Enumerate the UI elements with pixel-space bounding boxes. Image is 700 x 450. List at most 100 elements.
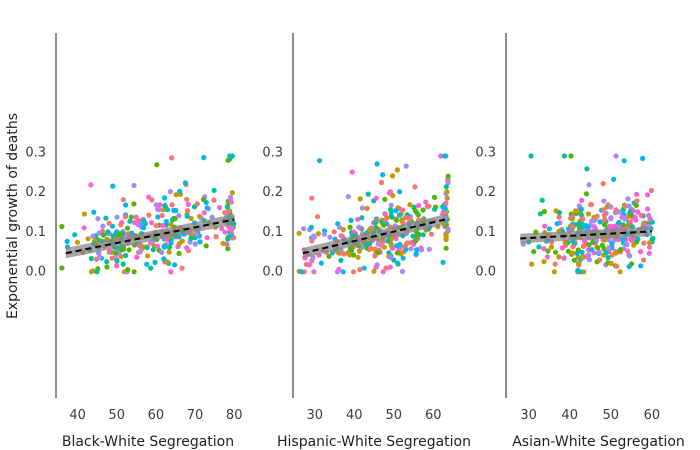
data-point xyxy=(335,250,342,256)
data-point xyxy=(355,216,361,222)
data-point xyxy=(570,224,576,230)
data-point xyxy=(104,259,110,265)
data-point xyxy=(169,155,175,161)
data-point xyxy=(539,197,545,203)
data-point xyxy=(355,254,361,260)
data-point xyxy=(364,205,370,211)
data-point xyxy=(125,267,131,273)
y-tick-label: 0.0 xyxy=(475,265,496,280)
data-point xyxy=(556,210,563,216)
data-point xyxy=(172,216,178,222)
data-point xyxy=(396,212,402,218)
data-point xyxy=(106,220,112,226)
data-point xyxy=(629,238,635,244)
panel-1: 0.0 0.1 0.2 0.3 40 50 60 70 80 Black-White Segreg… xyxy=(25,33,242,450)
data-point xyxy=(367,245,373,251)
data-point xyxy=(378,179,385,186)
data-point xyxy=(586,182,592,188)
data-point xyxy=(625,196,631,202)
data-point xyxy=(133,214,139,220)
data-point xyxy=(407,216,413,222)
data-point xyxy=(606,245,612,251)
data-point xyxy=(438,153,444,159)
data-point xyxy=(213,234,219,240)
data-point xyxy=(388,202,394,208)
data-point xyxy=(418,245,424,251)
data-point xyxy=(114,214,120,220)
data-point xyxy=(570,244,576,250)
y-axis-title: Exponential growth of deaths xyxy=(5,113,21,319)
data-point xyxy=(443,245,449,251)
data-point xyxy=(340,227,346,233)
data-point xyxy=(399,268,406,275)
x-tick-label: 30 xyxy=(520,408,537,423)
data-point xyxy=(64,238,70,244)
data-point xyxy=(311,269,317,275)
data-point xyxy=(374,161,380,167)
data-point xyxy=(404,240,410,246)
data-point xyxy=(134,254,140,260)
data-point xyxy=(389,173,396,179)
data-point xyxy=(407,202,413,208)
data-point xyxy=(184,196,190,202)
data-point xyxy=(131,269,137,275)
data-point xyxy=(602,222,608,228)
data-point xyxy=(641,257,647,263)
data-point xyxy=(403,214,409,221)
data-point xyxy=(648,187,655,194)
data-point xyxy=(603,250,610,256)
data-point xyxy=(152,259,158,265)
data-point xyxy=(562,239,568,245)
data-point xyxy=(572,208,578,214)
data-point xyxy=(185,201,191,207)
x-tick-label: 80 xyxy=(226,408,243,423)
x-axis-title: Asian-White Segregation xyxy=(512,434,685,450)
data-point xyxy=(200,196,207,203)
data-point xyxy=(123,202,129,208)
data-point xyxy=(222,229,228,235)
data-point xyxy=(620,222,626,228)
x-axis-title: Black-White Segregation xyxy=(62,434,234,450)
data-point xyxy=(622,216,628,222)
data-point xyxy=(631,242,637,248)
data-point xyxy=(167,188,173,195)
data-point xyxy=(156,207,162,213)
data-point xyxy=(382,211,388,217)
data-point xyxy=(59,265,65,271)
data-point xyxy=(633,202,639,208)
data-point xyxy=(160,222,166,229)
data-point xyxy=(646,244,653,250)
data-point xyxy=(127,218,133,224)
data-point xyxy=(229,190,235,196)
data-point xyxy=(338,257,344,263)
data-point xyxy=(445,179,451,186)
data-point xyxy=(176,250,182,256)
data-point xyxy=(415,212,421,218)
data-point xyxy=(338,233,344,239)
data-point xyxy=(132,219,138,226)
data-point xyxy=(141,218,147,224)
data-point xyxy=(357,266,363,273)
data-point xyxy=(600,207,606,213)
data-point xyxy=(620,237,626,243)
data-point xyxy=(345,194,351,200)
data-point xyxy=(394,260,401,266)
data-point xyxy=(571,257,578,263)
data-point xyxy=(155,243,161,249)
panel-3: 0.0 0.1 0.2 0.3 30 40 50 60 Asian-White Segregat… xyxy=(475,33,685,450)
data-point xyxy=(548,244,555,250)
data-point xyxy=(122,214,129,220)
data-point xyxy=(622,203,628,209)
data-point xyxy=(224,204,230,210)
data-point xyxy=(120,261,126,267)
data-point xyxy=(545,248,551,254)
data-point xyxy=(148,265,154,271)
data-point xyxy=(578,206,584,212)
data-point xyxy=(556,214,562,220)
y-tick-label: 0.3 xyxy=(262,146,283,161)
data-point xyxy=(356,248,362,254)
data-point xyxy=(531,249,537,255)
data-point xyxy=(552,261,558,267)
data-point xyxy=(443,236,449,243)
data-point xyxy=(150,247,156,253)
